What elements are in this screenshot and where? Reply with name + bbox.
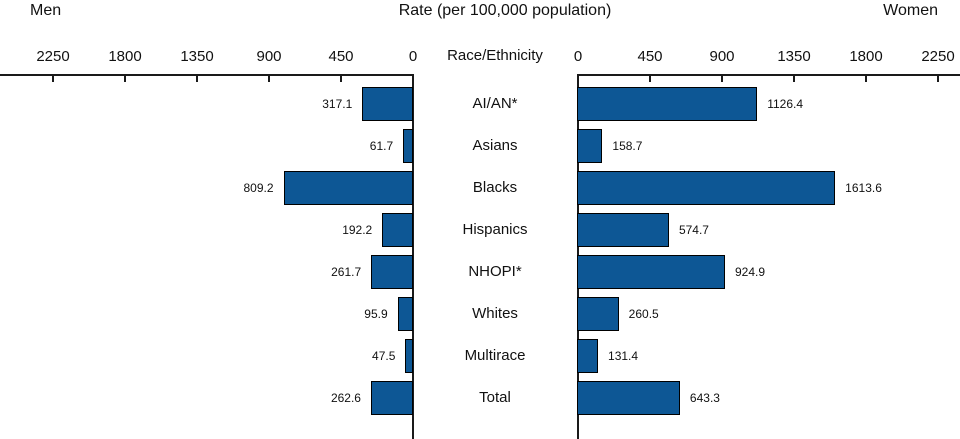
men-value-label: 317.1 [322, 97, 353, 111]
men-value-label: 809.2 [243, 181, 274, 195]
women-bar [577, 297, 619, 331]
women-bar [577, 255, 725, 289]
men-value-label: 47.5 [372, 349, 396, 363]
men-axis-tick [124, 76, 126, 82]
women-axis-tick-label: 0 [573, 48, 583, 65]
men-axis-tick-label: 450 [328, 48, 354, 65]
women-axis-tick-label: 2250 [921, 48, 955, 65]
men-value-label: 262.6 [330, 391, 361, 405]
men-value-label: 192.2 [342, 223, 373, 237]
men-axis-line [0, 74, 414, 76]
women-bar [577, 129, 603, 163]
men-axis-tick [268, 76, 270, 82]
category-label: AI/AN* [472, 95, 518, 112]
men-axis-tick [340, 76, 342, 82]
women-axis-tick [937, 76, 939, 82]
women-bar [577, 213, 669, 247]
category-label: NHOPI* [468, 263, 522, 280]
category-axis-title: Race/Ethnicity [447, 47, 543, 64]
men-axis-tick [196, 76, 198, 82]
women-value-label: 643.3 [689, 391, 720, 405]
women-axis-tick-label: 450 [637, 48, 663, 65]
men-axis-tick-label: 0 [408, 48, 418, 65]
women-axis-tick-label: 1350 [777, 48, 811, 65]
men-bar [371, 255, 413, 289]
men-axis-tick [412, 76, 414, 82]
men-axis-tick-label: 1350 [180, 48, 214, 65]
men-bar [403, 129, 413, 163]
right-series-header: Women [883, 2, 938, 19]
women-axis-tick [721, 76, 723, 82]
men-value-label: 261.7 [331, 265, 362, 279]
men-axis-tick-label: 1800 [108, 48, 142, 65]
men-bar [370, 381, 413, 415]
category-label: Whites [472, 305, 518, 322]
left-series-header: Men [30, 2, 62, 19]
women-value-label: 1613.6 [845, 181, 882, 195]
women-bar [577, 339, 599, 373]
women-value-label: 158.7 [612, 139, 643, 153]
category-label: Hispanics [462, 221, 528, 238]
men-axis-tick [52, 76, 54, 82]
women-axis-tick-label: 1800 [849, 48, 883, 65]
category-label: Multirace [464, 347, 526, 364]
chart-title: Rate (per 100,000 population) [398, 2, 612, 19]
women-value-label: 924.9 [734, 265, 765, 279]
women-axis-tick [649, 76, 651, 82]
category-label: Total [479, 389, 511, 406]
men-zero-baseline [412, 74, 414, 439]
men-bar [397, 297, 413, 331]
men-bar [283, 171, 413, 205]
women-axis-tick [793, 76, 795, 82]
women-axis-tick [865, 76, 867, 82]
women-value-label: 1126.4 [767, 97, 804, 111]
category-label: Blacks [472, 179, 518, 196]
women-bar [577, 87, 758, 121]
men-bar [405, 339, 413, 373]
men-value-label: 95.9 [364, 307, 388, 321]
men-bar [382, 213, 413, 247]
men-value-label: 61.7 [369, 139, 394, 153]
men-axis-tick-label: 900 [256, 48, 282, 65]
men-axis-tick-label: 2250 [36, 48, 70, 65]
category-label: Asians [472, 137, 518, 154]
women-axis-line [577, 74, 960, 76]
women-value-label: 131.4 [608, 349, 639, 363]
women-axis-tick [577, 76, 579, 82]
women-value-label: 260.5 [628, 307, 659, 321]
women-bar [577, 381, 680, 415]
women-axis-tick-label: 900 [709, 48, 735, 65]
women-bar [577, 171, 836, 205]
women-value-label: 574.7 [678, 223, 709, 237]
men-bar [362, 87, 413, 121]
